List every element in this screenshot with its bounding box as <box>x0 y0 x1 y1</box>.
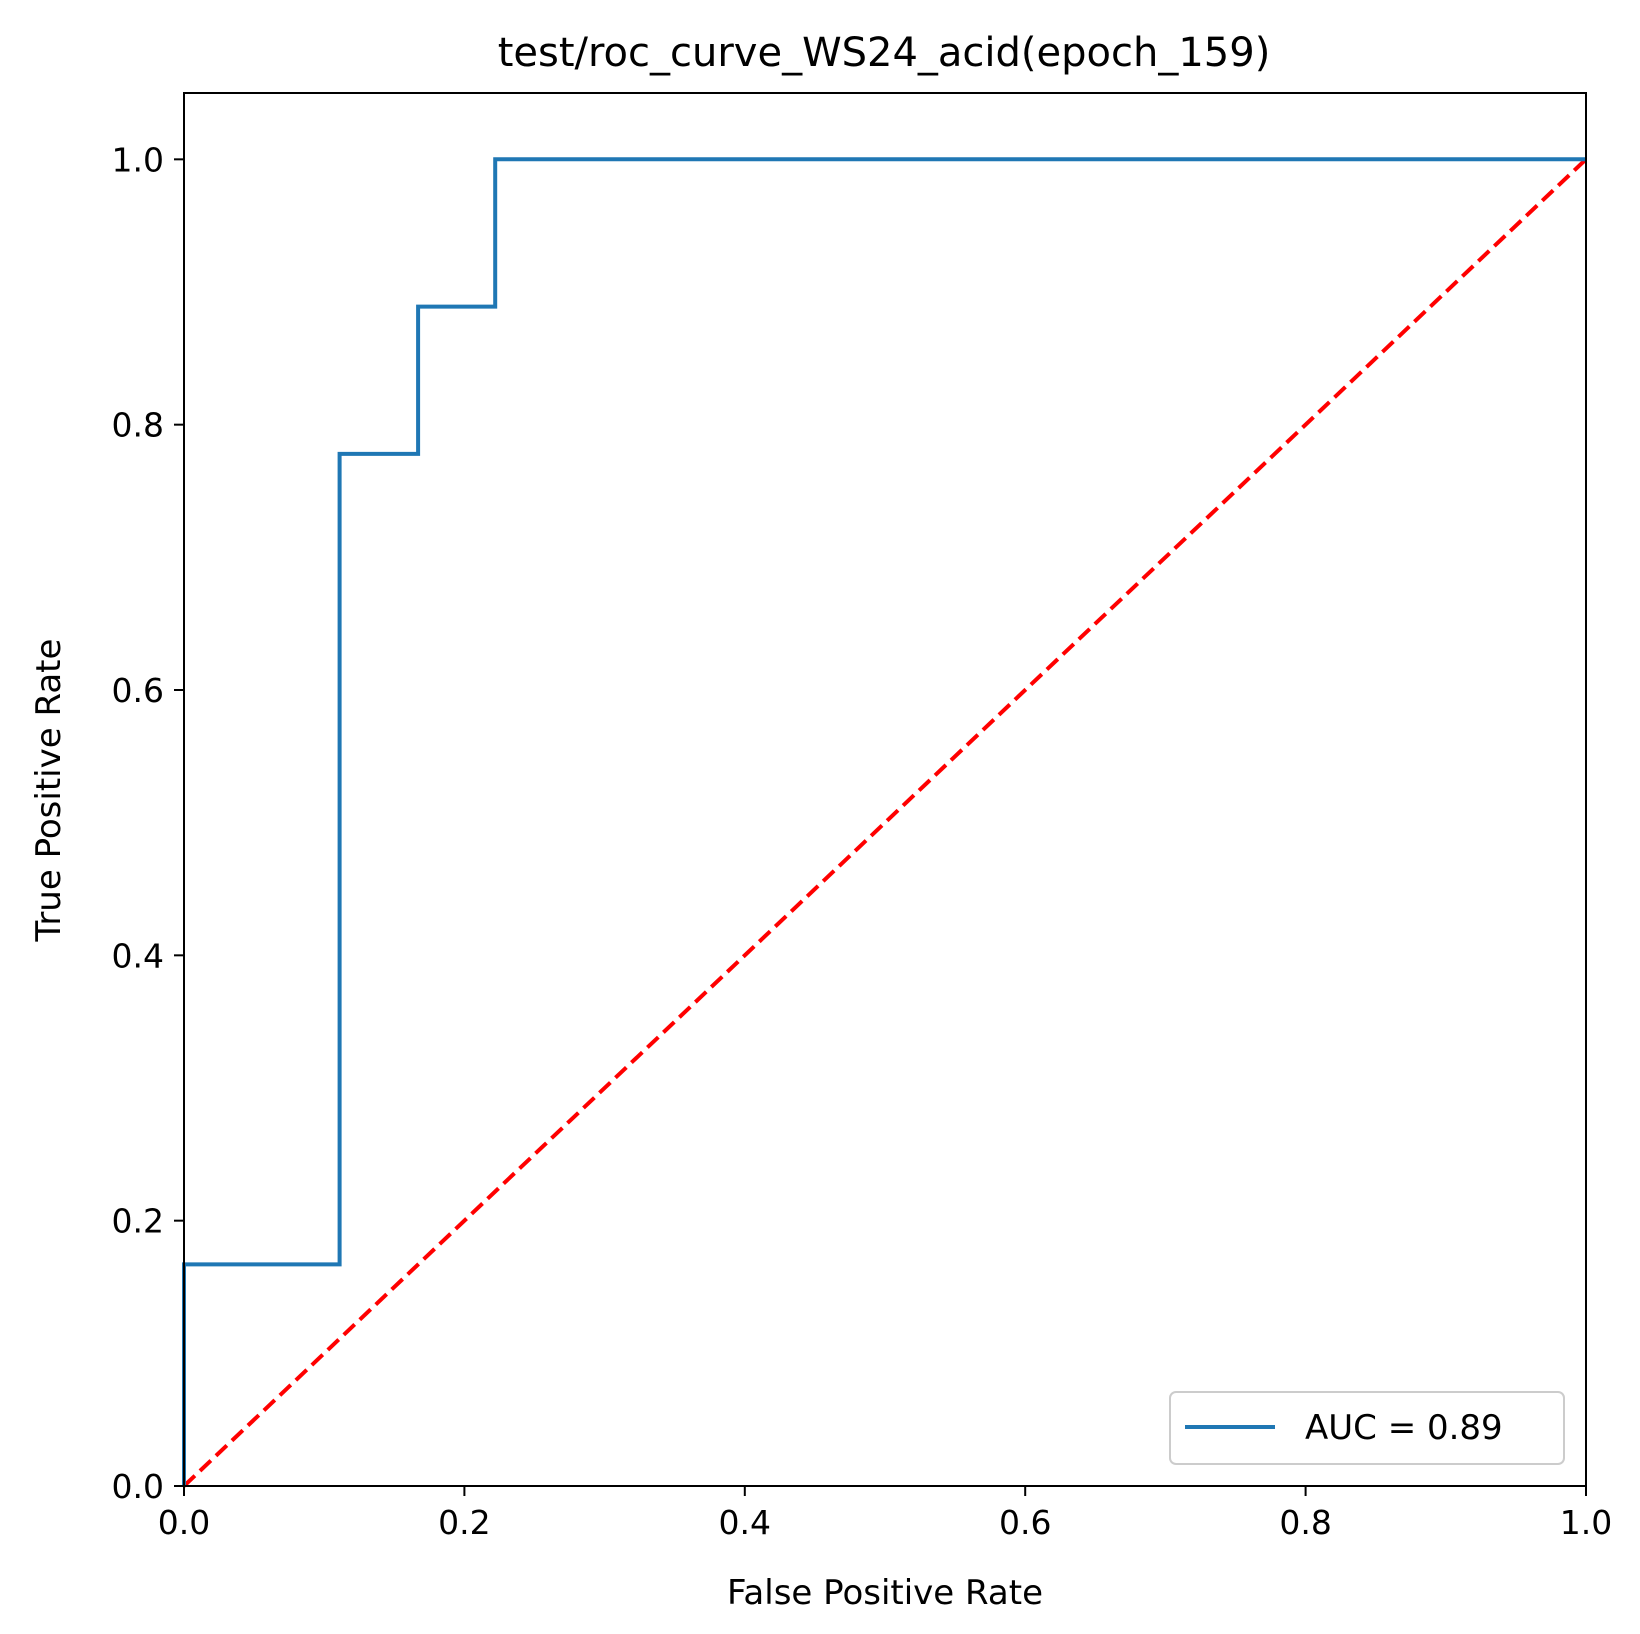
x-tick-label: 0.6 <box>999 1503 1051 1542</box>
legend-box <box>1169 1391 1565 1465</box>
y-axis-label: True Positive Rate <box>29 639 69 943</box>
plot-area <box>182 157 1588 1488</box>
roc-curve-line <box>182 157 1586 1486</box>
y-tick-label: 0.2 <box>112 1202 164 1241</box>
plot-frame <box>183 92 1587 1487</box>
x-tick-label: 1.0 <box>1560 1503 1612 1542</box>
axis-ticks: 0.0 0.2 0.4 0.6 0.8 1.0 0.0 0.2 0.4 0.6 0.8 1.0 <box>112 140 1613 1542</box>
legend-label-auc: AUC = 0.89 <box>1305 1408 1503 1448</box>
legend: AUC = 0.89 <box>1169 1391 1565 1465</box>
y-tick-label: 0.0 <box>112 1467 164 1506</box>
y-tick-label: 0.6 <box>112 671 164 710</box>
y-tick-label: 1.0 <box>112 140 164 179</box>
x-tick-label: 0.2 <box>438 1503 490 1542</box>
x-axis-label: False Positive Rate <box>727 1573 1043 1613</box>
x-tick-label: 0.8 <box>1279 1503 1331 1542</box>
x-tick-label: 0.0 <box>158 1503 210 1542</box>
x-tick-label: 0.4 <box>719 1503 771 1542</box>
y-tick-label: 0.8 <box>112 406 164 445</box>
chart-title: test/roc_curve_WS24_acid(epoch_159) <box>498 30 1271 76</box>
chance-diagonal-line <box>182 157 1588 1488</box>
y-tick-label: 0.4 <box>112 936 164 975</box>
